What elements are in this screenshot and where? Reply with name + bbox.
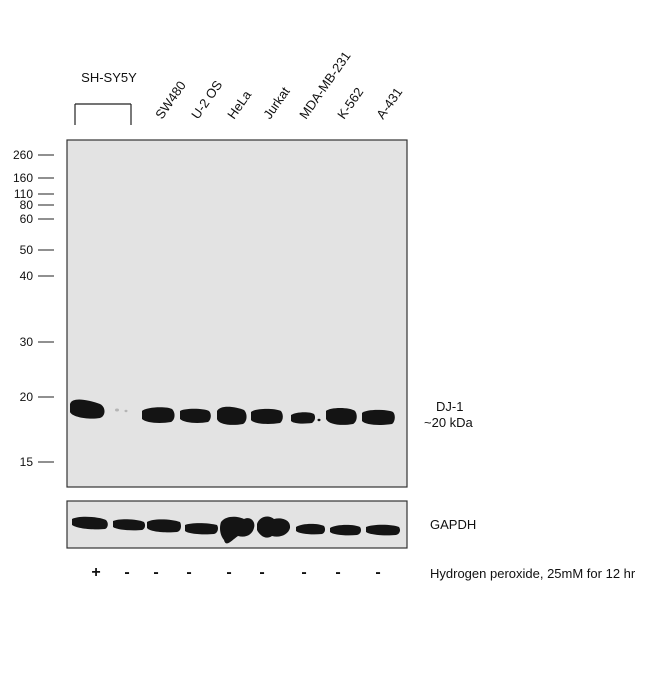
treatment-sign-lane-7: - bbox=[301, 564, 306, 581]
target-size-label: ~20 kDa bbox=[424, 415, 474, 430]
treatment-sign-lane-4: - bbox=[186, 564, 191, 581]
target-name-label: DJ-1 bbox=[436, 399, 463, 414]
marker-label: 15 bbox=[20, 455, 34, 469]
lane-label-k562: K-562 bbox=[334, 85, 366, 122]
gapdh-band-5 bbox=[220, 516, 255, 544]
marker-ladder: 260 160 110 80 60 50 40 30 bbox=[13, 148, 54, 469]
marker-label: 260 bbox=[13, 148, 33, 162]
lane-label-hela: HeLa bbox=[224, 87, 255, 122]
marker-50: 50 bbox=[20, 243, 54, 257]
marker-260: 260 bbox=[13, 148, 54, 162]
gapdh-band-7 bbox=[296, 523, 326, 535]
marker-60: 60 bbox=[20, 212, 54, 226]
loading-control-label: GAPDH bbox=[430, 517, 476, 532]
marker-160: 160 bbox=[13, 171, 54, 185]
marker-30: 30 bbox=[20, 335, 54, 349]
marker-label: 20 bbox=[20, 390, 34, 404]
band-lane-7 bbox=[291, 412, 316, 424]
gapdh-band-6 bbox=[257, 516, 291, 538]
dj1-bands bbox=[70, 399, 395, 425]
lane-label-a431: A-431 bbox=[373, 85, 405, 122]
marker-15: 15 bbox=[20, 455, 54, 469]
marker-110: 110 bbox=[14, 187, 54, 201]
band-lane-4 bbox=[180, 408, 211, 423]
band-lane-8 bbox=[326, 408, 357, 425]
marker-label: 40 bbox=[20, 269, 34, 283]
gapdh-band-2 bbox=[113, 519, 146, 531]
gapdh-band-4 bbox=[185, 523, 218, 535]
band-lane-7-speck bbox=[317, 418, 321, 422]
treatment-row: + - - - - - - - - Hydrogen peroxide, 25m… bbox=[91, 564, 636, 581]
treatment-sign-lane-3: - bbox=[153, 564, 158, 581]
trace-spot bbox=[124, 409, 128, 413]
trace-spot bbox=[115, 408, 119, 412]
lane-label-u2os: U-2 OS bbox=[188, 77, 225, 121]
band-lane-9 bbox=[362, 409, 395, 425]
treatment-sign-lane-9: - bbox=[375, 564, 380, 581]
marker-label: 110 bbox=[14, 187, 33, 201]
marker-label: 50 bbox=[20, 243, 34, 257]
marker-80: 80 bbox=[20, 198, 54, 212]
treatment-sign-lane-5: - bbox=[226, 564, 231, 581]
lane-label-jurkat: Jurkat bbox=[260, 84, 293, 122]
gapdh-bands bbox=[72, 516, 400, 544]
marker-40: 40 bbox=[20, 269, 54, 283]
lane-label-sh-sy5y: SH-SY5Y bbox=[81, 70, 137, 85]
band-lane-5 bbox=[217, 406, 247, 425]
lane-bracket bbox=[74, 103, 132, 125]
treatment-label: Hydrogen peroxide, 25mM for 12 hr bbox=[430, 566, 636, 581]
band-lane-6 bbox=[251, 408, 283, 424]
treatment-sign-lane-6: - bbox=[259, 564, 264, 581]
marker-20: 20 bbox=[20, 390, 54, 404]
marker-label: 80 bbox=[20, 198, 34, 212]
band-lane-1 bbox=[70, 399, 105, 419]
gapdh-band-1 bbox=[72, 516, 108, 530]
marker-label: 30 bbox=[20, 335, 34, 349]
gapdh-band-8 bbox=[330, 524, 361, 536]
lane-label-sw480: SW480 bbox=[152, 78, 189, 122]
gapdh-band-3 bbox=[147, 519, 181, 533]
lane-header: SH-SY5Y SW480 U-2 OS HeLa Jurkat MDA-MB-… bbox=[74, 49, 405, 125]
band-lane-3 bbox=[142, 407, 175, 423]
treatment-sign-lane-2: - bbox=[124, 564, 129, 581]
marker-label: 160 bbox=[13, 171, 33, 185]
band-lane-2-trace bbox=[115, 408, 128, 413]
gapdh-band-9 bbox=[366, 524, 400, 536]
treatment-sign-lane-8: - bbox=[335, 564, 340, 581]
main-blot-membrane bbox=[66, 139, 408, 488]
marker-label: 60 bbox=[20, 212, 34, 226]
treatment-sign-lane-1: + bbox=[91, 564, 100, 581]
